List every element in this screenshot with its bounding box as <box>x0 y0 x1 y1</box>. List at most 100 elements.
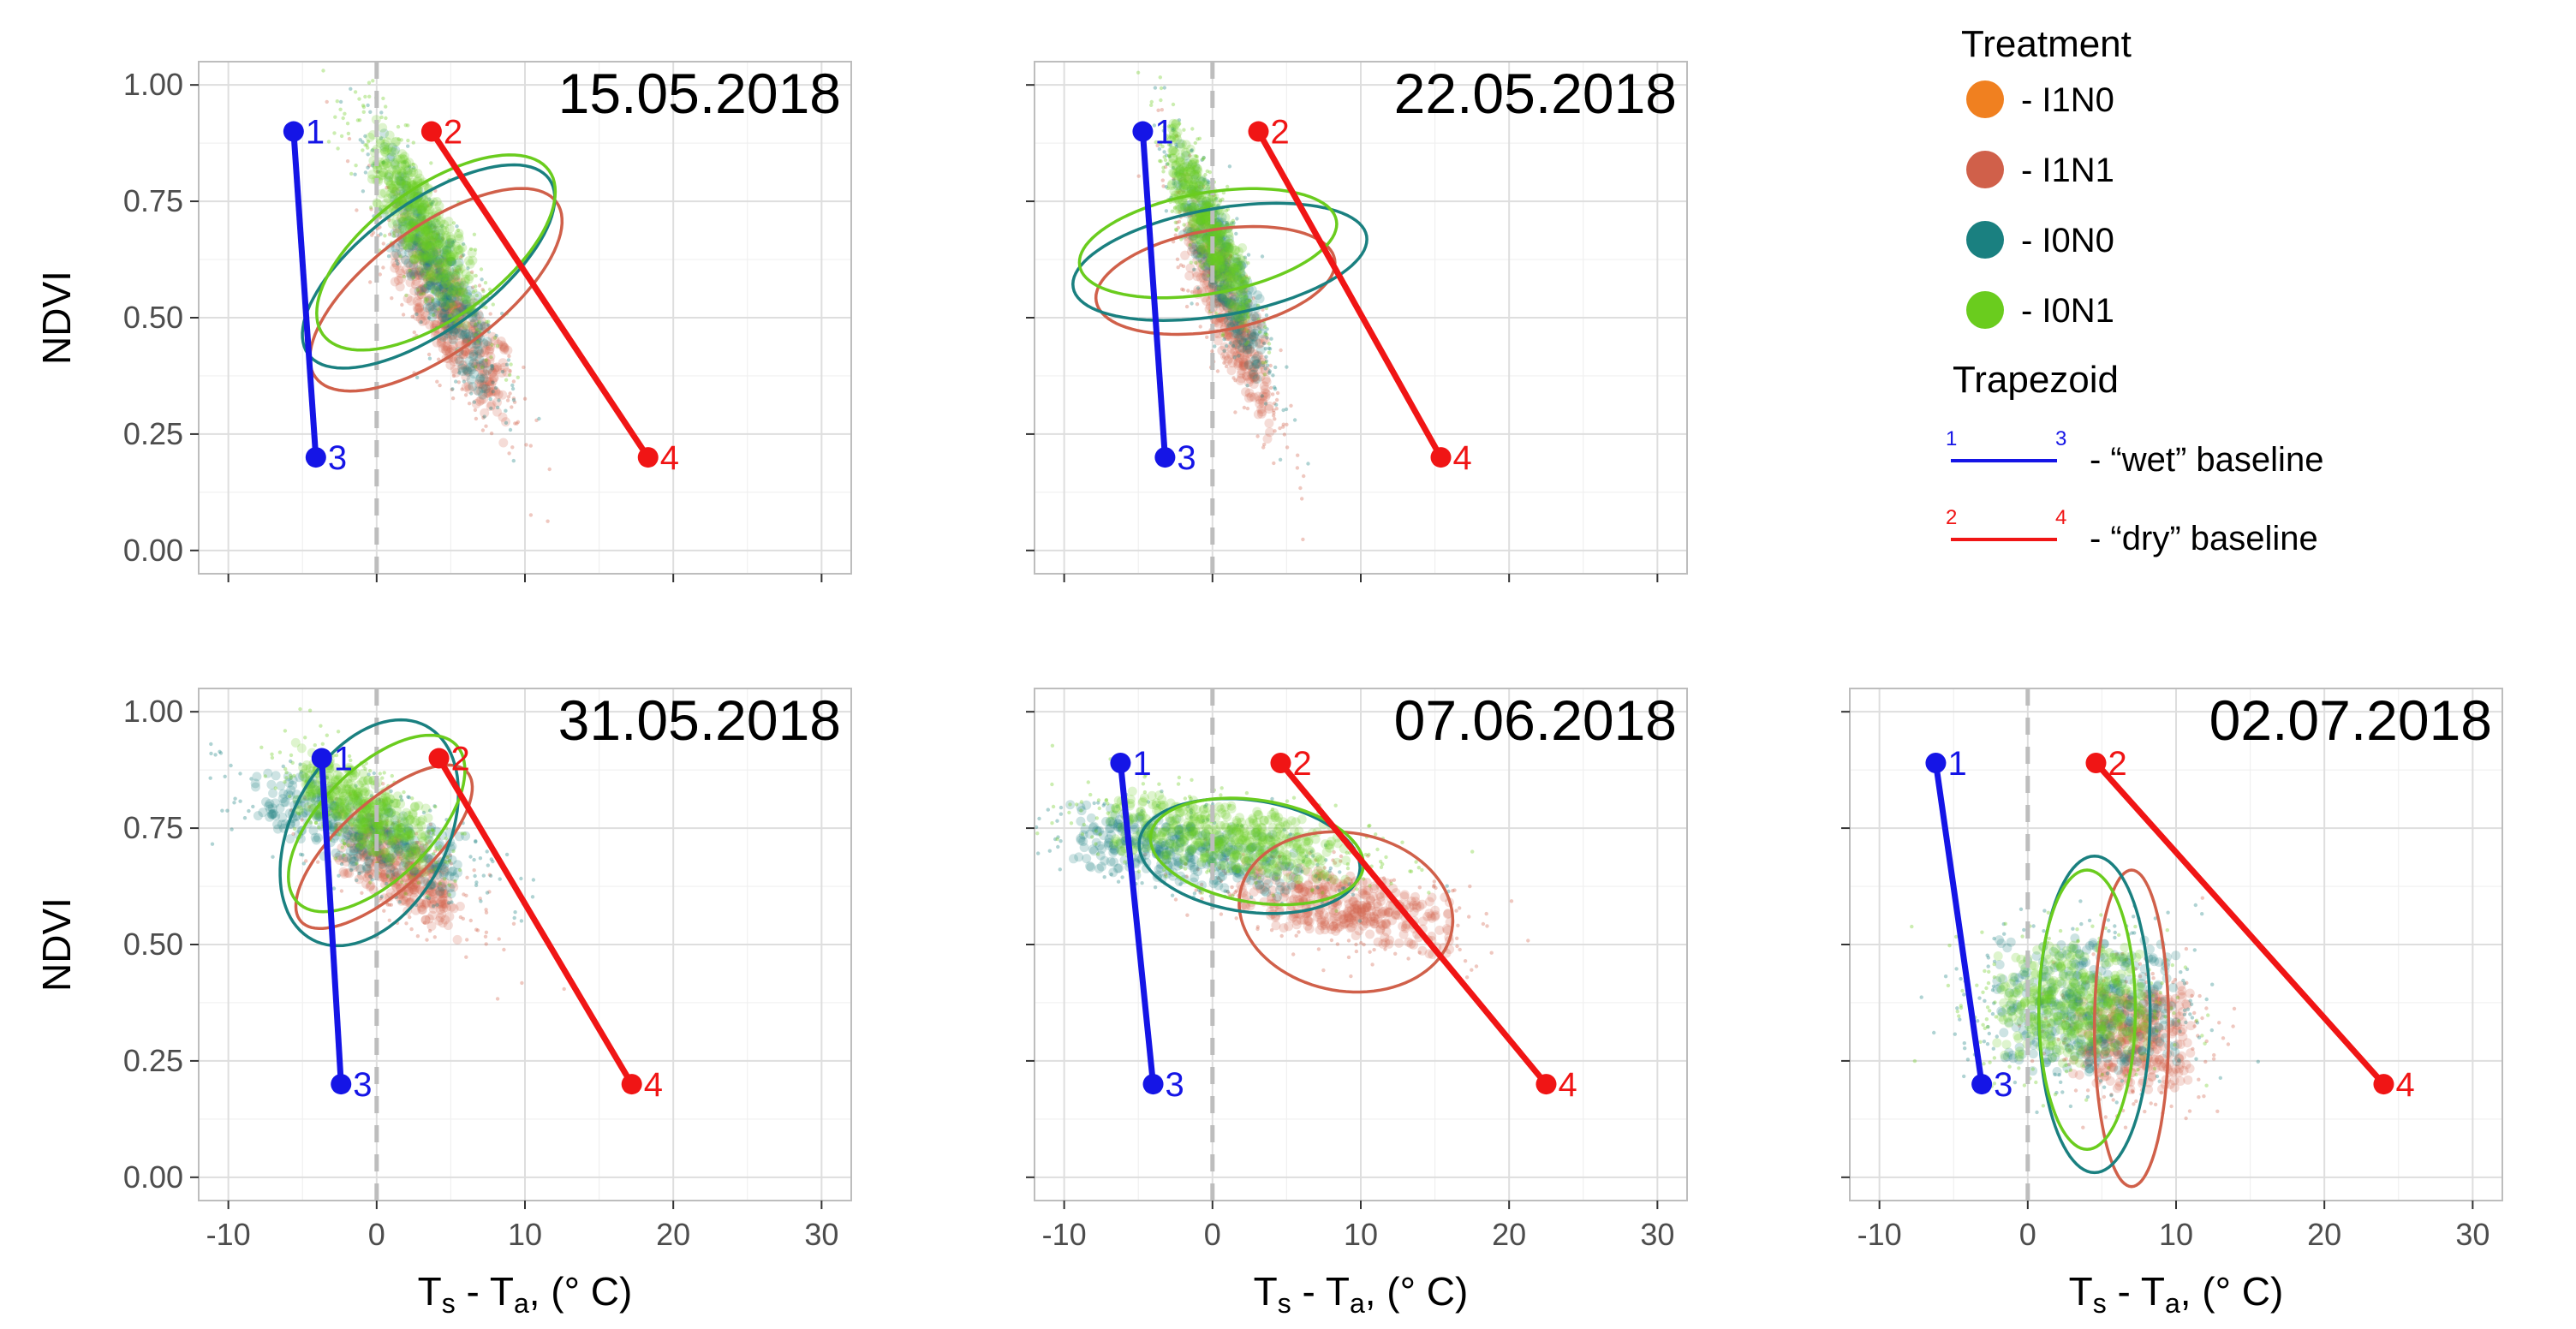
data-point <box>1178 166 1189 176</box>
data-point <box>442 258 452 268</box>
vertex-label-3: 3 <box>1177 439 1196 477</box>
data-point <box>1213 252 1224 262</box>
data-point <box>1177 172 1187 182</box>
data-point <box>367 825 378 835</box>
data-point <box>438 268 448 278</box>
data-point <box>1183 174 1193 184</box>
data-point <box>469 358 480 368</box>
data-point <box>1231 328 1242 338</box>
data-point <box>431 229 441 240</box>
data-point <box>1232 277 1243 288</box>
data-point <box>1247 330 1256 340</box>
data-point <box>489 857 493 861</box>
data-point <box>479 380 489 390</box>
data-point <box>384 176 394 186</box>
data-point <box>462 321 472 331</box>
data-point <box>389 189 399 200</box>
data-point <box>310 832 320 843</box>
data-point <box>450 286 460 296</box>
data-point <box>450 282 461 292</box>
data-point <box>439 271 450 282</box>
data-point <box>364 871 374 881</box>
data-point <box>433 253 444 264</box>
data-point <box>420 241 430 252</box>
data-point <box>337 873 341 878</box>
data-point <box>1285 365 1289 369</box>
data-point <box>1192 170 1202 180</box>
data-point <box>1346 955 1351 960</box>
data-point <box>1203 172 1208 177</box>
data-point <box>1244 388 1255 398</box>
data-point <box>1182 128 1186 132</box>
data-point <box>1213 243 1224 253</box>
data-point <box>437 224 447 235</box>
data-point <box>474 374 485 384</box>
data-point <box>511 458 516 463</box>
data-point <box>1241 327 1251 337</box>
data-point <box>387 146 397 157</box>
data-point <box>435 913 445 923</box>
data-point <box>487 287 492 292</box>
data-point <box>460 300 470 310</box>
data-point <box>457 326 468 337</box>
data-point <box>341 116 345 121</box>
data-point <box>420 285 430 295</box>
data-point <box>440 275 450 285</box>
data-point <box>516 420 521 424</box>
data-point <box>1217 265 1227 276</box>
data-point <box>387 183 397 194</box>
data-point <box>1248 339 1258 349</box>
data-point <box>485 319 489 324</box>
data-point <box>408 250 419 260</box>
data-point <box>412 199 422 209</box>
data-point <box>422 226 432 236</box>
data-point <box>484 930 489 935</box>
data-point <box>1235 294 1245 304</box>
data-point <box>1251 296 1256 301</box>
data-point <box>420 208 430 218</box>
data-point <box>450 396 456 401</box>
data-point <box>443 273 453 283</box>
x-tick-label: -10 <box>206 1217 251 1252</box>
data-point <box>383 161 393 171</box>
data-point <box>409 847 420 856</box>
data-point <box>314 820 319 825</box>
data-point <box>1201 196 1211 206</box>
data-point <box>1221 240 1231 249</box>
data-point <box>404 158 414 168</box>
data-point <box>473 291 483 301</box>
data-point <box>428 305 438 315</box>
data-point <box>419 258 429 268</box>
data-point <box>409 885 420 895</box>
data-point <box>1169 186 1179 196</box>
data-point <box>1316 915 1327 925</box>
data-point <box>438 903 449 914</box>
data-point <box>1241 370 1251 380</box>
data-point <box>1225 349 1236 360</box>
cloud-I0N0 <box>1143 86 1310 466</box>
data-point <box>474 838 478 843</box>
data-point <box>1211 251 1221 261</box>
data-point <box>1410 891 1420 902</box>
data-point <box>1178 210 1182 214</box>
data-point <box>1213 229 1223 238</box>
data-point <box>1255 927 1260 932</box>
data-point <box>478 856 483 861</box>
data-point <box>301 861 306 866</box>
data-point <box>462 253 466 257</box>
data-point <box>423 205 433 215</box>
data-point <box>441 301 450 311</box>
data-point <box>1347 912 1357 922</box>
data-point <box>1357 909 1367 920</box>
data-point <box>1225 299 1235 309</box>
data-point <box>446 256 456 266</box>
data-point <box>481 388 492 398</box>
data-point <box>428 230 438 241</box>
data-point <box>460 387 464 391</box>
data-point <box>1216 292 1226 302</box>
data-point <box>442 293 452 303</box>
data-point <box>1178 187 1188 197</box>
data-point <box>1258 330 1262 334</box>
data-point <box>413 259 423 270</box>
x-axis-title-part: , (° C) <box>529 1269 633 1314</box>
